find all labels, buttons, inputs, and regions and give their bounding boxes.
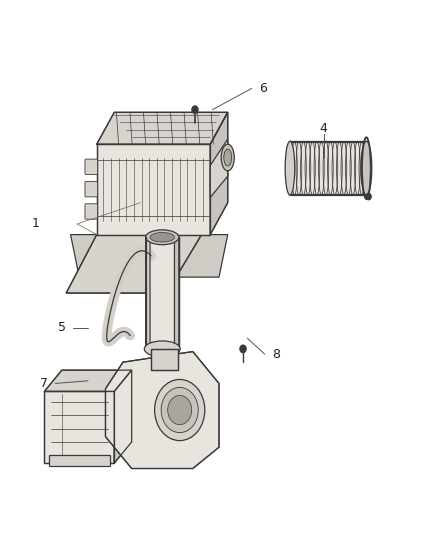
Ellipse shape — [161, 387, 198, 433]
Polygon shape — [146, 237, 179, 349]
Ellipse shape — [145, 341, 180, 357]
Polygon shape — [97, 144, 210, 235]
Text: 7: 7 — [40, 377, 48, 390]
Polygon shape — [66, 235, 201, 293]
FancyBboxPatch shape — [85, 159, 98, 174]
FancyBboxPatch shape — [85, 181, 98, 197]
Polygon shape — [44, 370, 132, 391]
Text: 4: 4 — [320, 122, 328, 135]
Polygon shape — [146, 237, 150, 354]
Polygon shape — [49, 455, 110, 466]
Circle shape — [192, 106, 198, 114]
FancyBboxPatch shape — [85, 204, 98, 219]
Polygon shape — [151, 349, 177, 370]
Ellipse shape — [361, 141, 372, 195]
Circle shape — [240, 345, 246, 353]
Polygon shape — [210, 112, 228, 235]
Ellipse shape — [155, 379, 205, 441]
Polygon shape — [106, 352, 219, 469]
Polygon shape — [114, 370, 132, 463]
Ellipse shape — [221, 144, 234, 171]
Polygon shape — [97, 112, 228, 144]
Ellipse shape — [285, 141, 295, 195]
Text: 5: 5 — [58, 321, 66, 334]
Ellipse shape — [168, 395, 192, 425]
Text: 6: 6 — [259, 82, 267, 95]
Polygon shape — [290, 142, 366, 195]
Ellipse shape — [146, 230, 179, 245]
Ellipse shape — [150, 232, 174, 242]
Polygon shape — [210, 139, 228, 197]
Polygon shape — [174, 237, 179, 354]
Circle shape — [366, 193, 371, 200]
Polygon shape — [71, 235, 228, 277]
Text: 1: 1 — [32, 217, 39, 230]
Text: 8: 8 — [272, 348, 280, 361]
Polygon shape — [44, 391, 114, 463]
Ellipse shape — [224, 149, 232, 166]
